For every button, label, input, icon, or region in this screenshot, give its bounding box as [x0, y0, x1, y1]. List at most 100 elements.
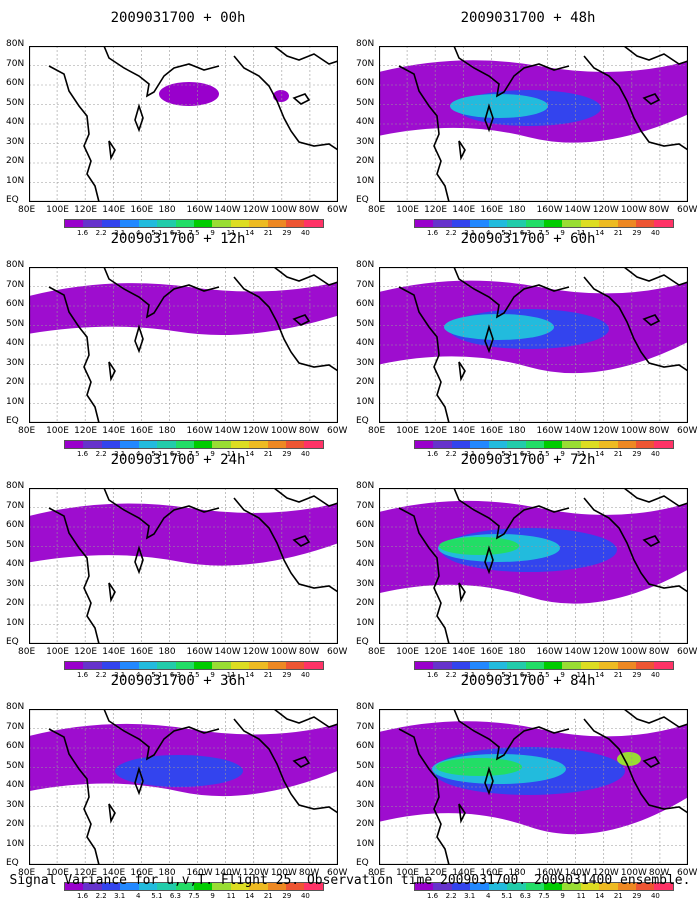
- colorbar-swatch: [470, 662, 489, 669]
- lat-label: 20N: [6, 156, 25, 166]
- lon-label: 120E: [424, 426, 448, 436]
- colorbar-swatch: [249, 662, 268, 669]
- lon-label: 140E: [102, 426, 126, 436]
- colorbar-swatch: [249, 441, 268, 448]
- lat-label: 60N: [6, 520, 25, 530]
- lat-label: 30N: [356, 136, 375, 147]
- variance-region: [444, 314, 554, 340]
- lon-label: 160E: [480, 426, 504, 436]
- lon-label: 100W: [270, 647, 297, 657]
- colorbar-label: 2.2: [445, 892, 457, 900]
- lon-label: 120E: [424, 868, 448, 878]
- colorbar-label: 4: [136, 671, 141, 679]
- map-panel: 2009031700 + 24h 80N 70N 60N 50N 40N 30N 20N 10N…: [6, 448, 348, 679]
- colorbar-swatch: [636, 441, 655, 448]
- lon-label: 140E: [102, 647, 126, 657]
- map-panel: 2009031700 + 00h 80N 70N 60N 50N 40N 30N 20N 10N…: [6, 6, 348, 237]
- colorbar-swatch: [580, 662, 600, 669]
- colorbar: [64, 882, 324, 891]
- lon-label: 80W: [648, 868, 670, 878]
- colorbar-swatch: [488, 883, 508, 890]
- lat-label: 80N: [356, 39, 375, 49]
- lat-label: EQ: [6, 858, 19, 868]
- lon-label: 180: [158, 205, 176, 215]
- map-panel: 2009031700 + 72h 80N 70N 60N 50N 40N 30N 20N 10N…: [356, 448, 698, 679]
- colorbar-label: 1.6: [76, 229, 89, 237]
- colorbar-label: 7.5: [188, 229, 200, 237]
- panel-title: 2009031700 + 24h: [110, 452, 246, 468]
- lon-label: 160W: [186, 205, 213, 215]
- lon-label: 120W: [242, 205, 269, 215]
- lon-label: 80E: [18, 647, 36, 657]
- variance-region: [450, 94, 548, 118]
- colorbar-swatch: [157, 662, 176, 669]
- colorbar-label: 3.1: [114, 229, 126, 237]
- map-panel: 2009031700 + 60h 80N 70N 60N 50N 40N 30N 20N 10N…: [356, 227, 698, 458]
- lon-label: 100E: [46, 426, 69, 436]
- map-panel: 2009031700 + 12h 80N 70N 60N 50N 40N 30N 20N 10N…: [6, 227, 348, 458]
- lat-label: 30N: [6, 578, 25, 589]
- lon-label: 140W: [214, 647, 241, 657]
- lat-label: 70N: [6, 279, 25, 290]
- colorbar-swatch: [415, 441, 434, 448]
- lon-label: 100E: [46, 868, 69, 878]
- colorbar-label: 5.1: [151, 229, 163, 237]
- lon-label: 120E: [74, 426, 98, 436]
- colorbar-label: 6.3: [169, 450, 181, 458]
- colorbar-swatch: [433, 220, 452, 227]
- colorbar-label: 29: [282, 892, 292, 900]
- panel-title: 2009031700 + 00h: [110, 10, 246, 26]
- lat-label: 20N: [6, 377, 25, 387]
- colorbar-swatch: [525, 441, 544, 448]
- lon-label: 100E: [396, 426, 419, 436]
- colorbar-label: 21: [263, 892, 273, 900]
- lon-label: 140W: [214, 205, 241, 215]
- colorbar: [414, 440, 674, 449]
- lon-label: 160E: [480, 205, 504, 215]
- lon-label: 160W: [536, 647, 563, 657]
- colorbar-label: 6.3: [519, 671, 531, 679]
- colorbar-label: 2.2: [445, 229, 457, 237]
- colorbar-swatch: [286, 220, 305, 227]
- panel-title: 2009031700 + 36h: [110, 673, 246, 689]
- colorbar-swatch: [654, 662, 673, 669]
- lon-label: 140W: [214, 426, 241, 436]
- lat-label: 50N: [6, 539, 25, 550]
- colorbar-swatch: [286, 441, 305, 448]
- colorbar-label: 6.3: [169, 229, 181, 237]
- colorbar-labels: 1.6 2.2 3.1 4 5.1 6.3 7.5 9 11 14 21 29 40: [64, 671, 324, 681]
- colorbar-label: 14: [595, 450, 605, 458]
- lon-label: 120W: [592, 647, 619, 657]
- colorbar-swatch: [157, 220, 176, 227]
- lon-label: 120W: [242, 868, 269, 878]
- colorbar-label: 9: [560, 671, 565, 679]
- lat-label: 50N: [6, 760, 25, 771]
- lon-label: 60W: [327, 426, 348, 436]
- lon-label: 100E: [396, 647, 419, 657]
- lon-label: 80W: [298, 426, 320, 436]
- lon-label: 140W: [564, 205, 591, 215]
- colorbar-swatch: [451, 441, 471, 448]
- lat-label: 40N: [6, 780, 25, 790]
- colorbar-swatch: [470, 883, 489, 890]
- colorbar-swatch: [562, 662, 581, 669]
- lat-label: 50N: [356, 97, 375, 108]
- colorbar-label: 40: [300, 892, 310, 900]
- colorbar-label: 40: [300, 450, 310, 458]
- lon-label: 120E: [74, 205, 98, 215]
- map-panel: 2009031700 + 48h 80N 70N 60N 50N 40N 30N 20N 10N…: [356, 6, 698, 237]
- colorbar-swatch: [488, 220, 508, 227]
- lon-label: 140E: [452, 426, 476, 436]
- variance-region: [436, 758, 522, 776]
- colorbar-label: 9: [560, 229, 565, 237]
- colorbar-swatch: [175, 662, 194, 669]
- coastline: [48, 709, 338, 865]
- colorbar-label: 14: [245, 450, 255, 458]
- colorbar-label: 1.6: [76, 671, 89, 679]
- colorbar-label: 4: [486, 450, 491, 458]
- colorbar-label: 21: [613, 229, 623, 237]
- colorbar-label: 7.5: [538, 892, 550, 900]
- colorbar-swatch: [543, 220, 563, 227]
- lat-label: 80N: [6, 702, 25, 712]
- colorbar-label: 29: [632, 229, 642, 237]
